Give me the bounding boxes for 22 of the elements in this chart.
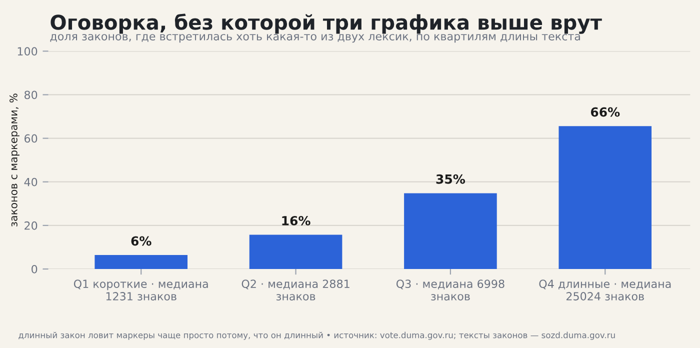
x-tick-label: Q3 · медиана 6998 знаков	[396, 280, 504, 300]
y-tick-label: 0	[32, 264, 38, 274]
y-tick-label: 60	[24, 134, 38, 143]
bar	[558, 126, 652, 270]
y-tick-label: 80	[24, 90, 38, 100]
y-axis-title: законов с маркерами, %	[10, 94, 20, 226]
data-label: 16%	[282, 216, 310, 226]
bar	[404, 193, 497, 270]
y-tick-label: 100	[18, 47, 38, 56]
x-tick-label: Q4 длинные · медиана 25024 знаков	[539, 280, 671, 300]
text: длинный закон ловит маркеры чаще просто потому, что он длинный • источник: vote.duma.gov.ru; тексты законов — sozd.duma.gov.ru	[18, 332, 615, 340]
chart-title: Оговорка, без которой три графика выше врут	[50, 14, 602, 34]
data-label: 35%	[436, 174, 466, 184]
y-tick-label: 40	[24, 178, 38, 186]
data-label: 6%	[131, 236, 152, 246]
data-label: 66%	[590, 107, 620, 117]
bar	[94, 255, 188, 270]
chart-subtitle: доля законов, где встретилась хоть какая-то из двух лексик, по квартилям длины текста	[50, 34, 580, 43]
x-tick-label: Q1 короткие · медиана 1231 знаков	[74, 280, 208, 300]
y-tick-label: 20	[24, 221, 38, 230]
x-tick-label: Q2 · медиана 2881 знаков	[242, 280, 350, 300]
bar	[249, 234, 342, 270]
